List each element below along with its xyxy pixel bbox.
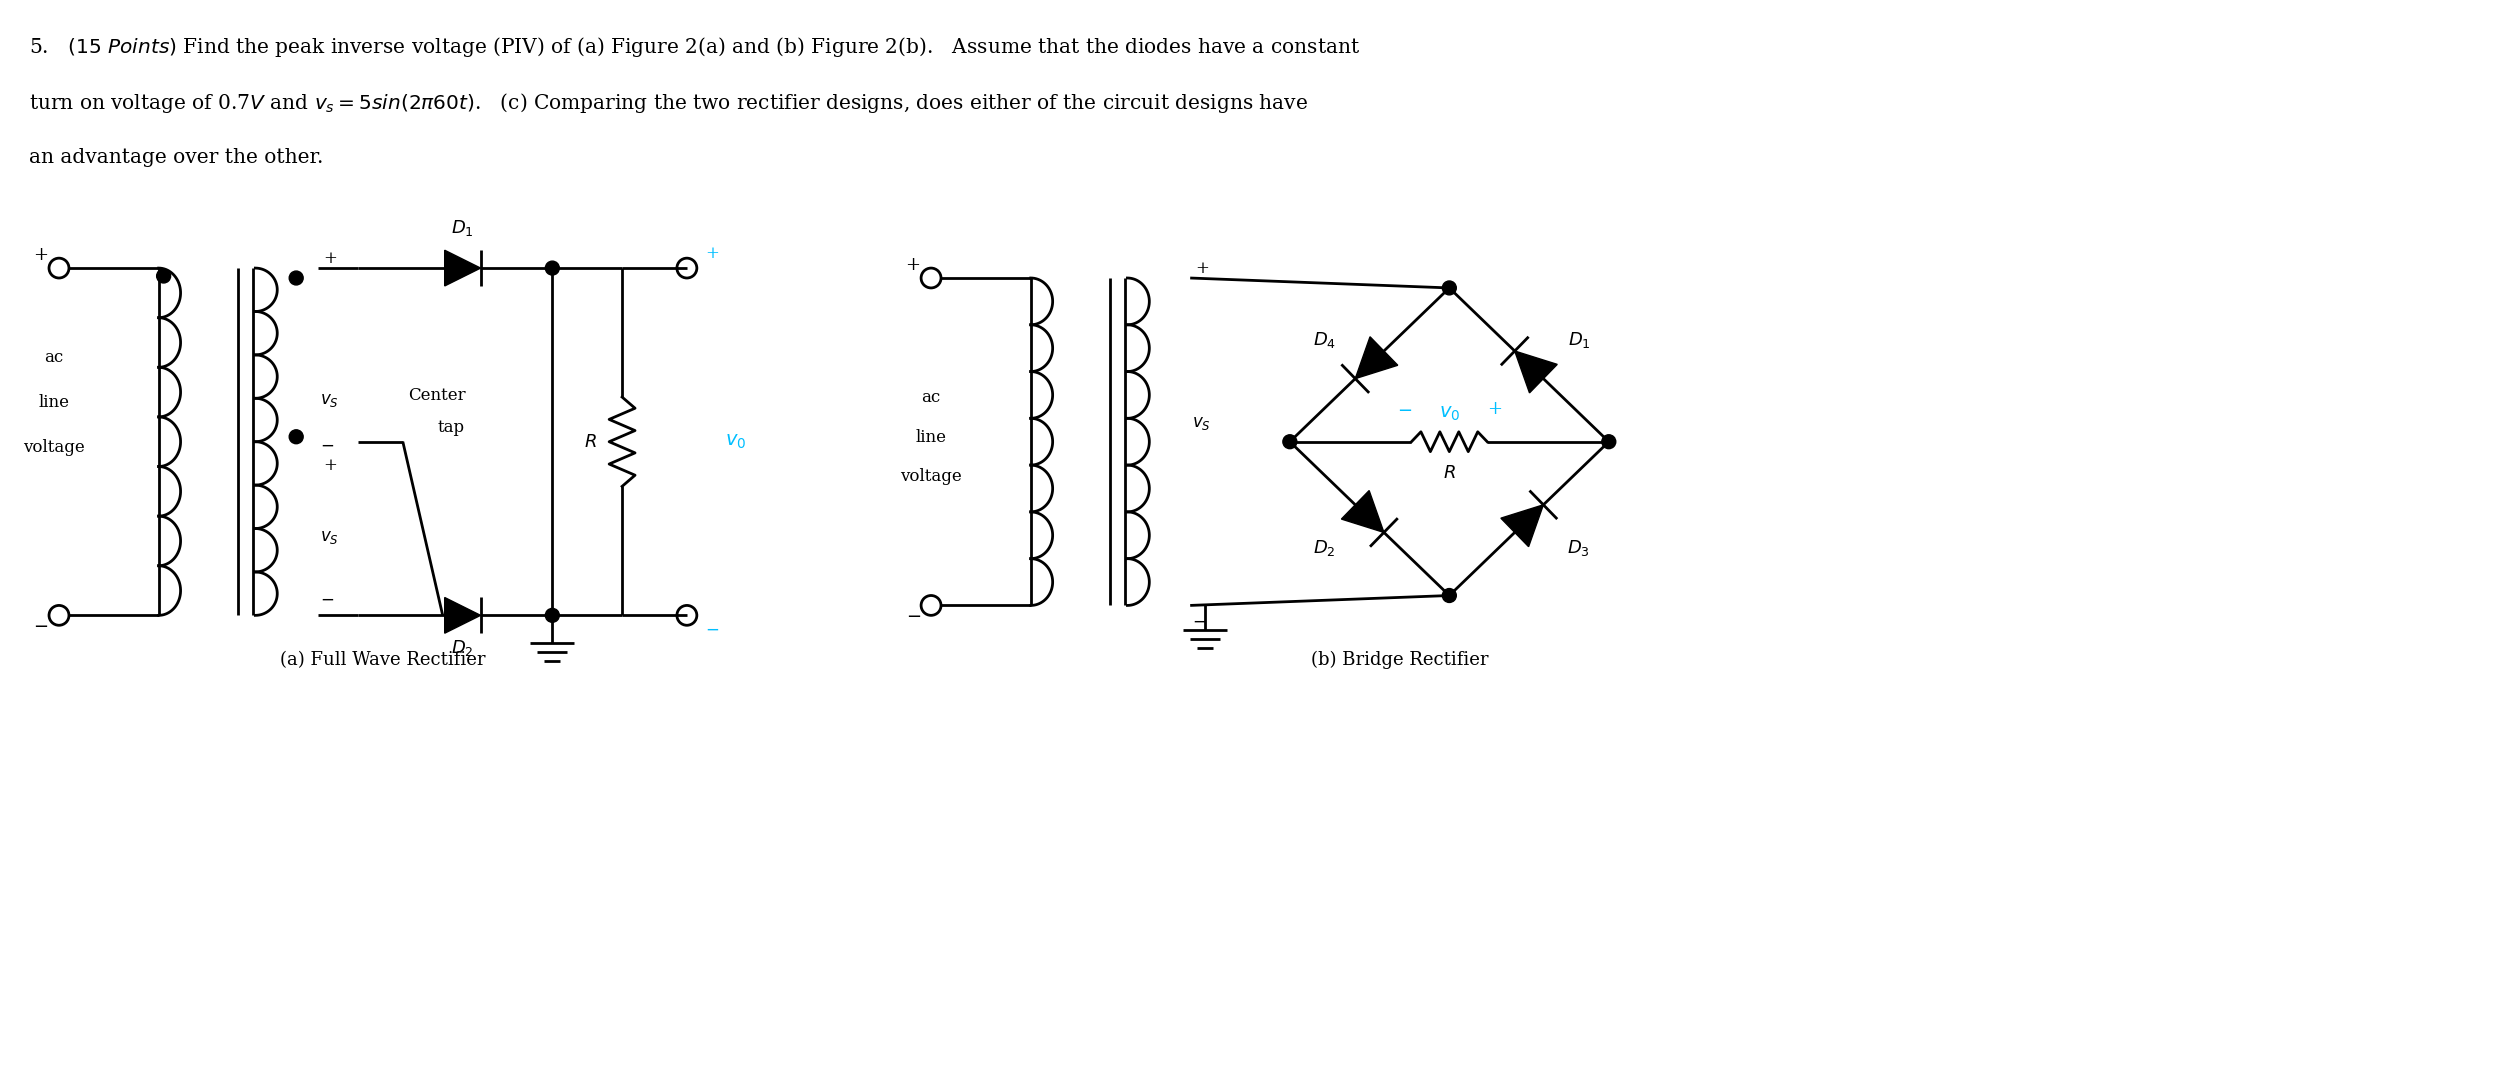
Circle shape (1442, 588, 1456, 602)
Text: $-$: $-$ (319, 437, 334, 454)
Circle shape (157, 269, 170, 282)
Text: line: line (37, 394, 70, 411)
Text: $-$: $-$ (1397, 400, 1412, 418)
Text: +: + (706, 245, 718, 262)
Text: $D_2$: $D_2$ (1314, 538, 1337, 559)
Text: line: line (915, 429, 948, 446)
Text: $D_3$: $D_3$ (1569, 538, 1591, 559)
Text: +: + (324, 251, 337, 268)
Text: $R$: $R$ (1444, 465, 1456, 483)
Text: an advantage over the other.: an advantage over the other. (30, 148, 324, 167)
Circle shape (1442, 281, 1456, 295)
Text: $R$: $R$ (584, 433, 596, 451)
Circle shape (1282, 435, 1297, 449)
Circle shape (546, 609, 559, 623)
Polygon shape (444, 597, 481, 633)
Text: +: + (32, 246, 47, 264)
Text: Center: Center (409, 387, 466, 404)
Text: ac: ac (920, 389, 940, 406)
Text: +: + (905, 256, 920, 274)
Polygon shape (1514, 351, 1556, 393)
Text: $v_S$: $v_S$ (319, 529, 339, 546)
Text: $v_0$: $v_0$ (1439, 405, 1459, 423)
Text: $-$: $-$ (1192, 612, 1207, 629)
Text: $-$: $-$ (32, 616, 47, 634)
Text: ac: ac (45, 350, 65, 367)
Text: voltage: voltage (22, 438, 85, 455)
Text: voltage: voltage (900, 468, 963, 485)
Circle shape (546, 261, 559, 275)
Text: (b) Bridge Rectifier: (b) Bridge Rectifier (1312, 650, 1489, 669)
Text: +: + (1195, 260, 1210, 277)
Text: $D_2$: $D_2$ (451, 639, 474, 658)
Text: $D_1$: $D_1$ (451, 219, 474, 239)
Text: $D_4$: $D_4$ (1314, 330, 1337, 350)
Circle shape (289, 430, 304, 443)
Text: $v_0$: $v_0$ (726, 433, 746, 451)
Circle shape (289, 271, 304, 285)
Polygon shape (1354, 337, 1397, 378)
Text: $v_S$: $v_S$ (319, 392, 339, 409)
Polygon shape (1342, 490, 1384, 532)
Circle shape (1601, 435, 1616, 449)
Text: $D_1$: $D_1$ (1569, 330, 1591, 350)
Text: (a) Full Wave Rectifier: (a) Full Wave Rectifier (279, 651, 486, 669)
Text: +: + (1486, 400, 1501, 418)
Polygon shape (444, 251, 481, 286)
Polygon shape (1501, 505, 1544, 547)
Text: $-$: $-$ (706, 620, 718, 637)
Text: 5.   $\mathit{(15\ Points)}$ Find the peak inverse voltage (PIV) of (a) Figure 2: 5. $\mathit{(15\ Points)}$ Find the peak… (30, 35, 1359, 59)
Text: turn on voltage of 0.7$\mathit{V}$ and $v_s = 5sin(2\pi 60t)$.   (c) Comparing t: turn on voltage of 0.7$\mathit{V}$ and $… (30, 92, 1307, 115)
Text: +: + (324, 456, 337, 473)
Text: $-$: $-$ (319, 591, 334, 608)
Text: $-$: $-$ (905, 607, 920, 625)
Text: tap: tap (439, 419, 464, 436)
Text: $v_S$: $v_S$ (1192, 415, 1212, 432)
